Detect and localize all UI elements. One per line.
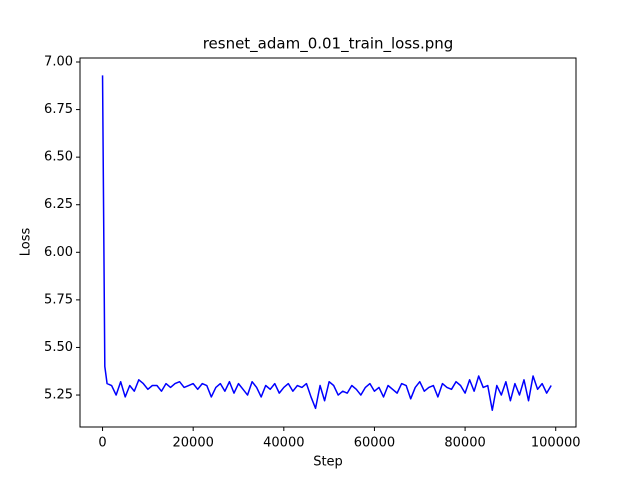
x-tick-label: 40000 (263, 436, 304, 451)
y-tick-label: 7.00 (44, 54, 73, 69)
y-tick-label: 6.00 (44, 245, 73, 260)
loss-line (101, 75, 552, 411)
y-tick-label: 5.75 (44, 292, 73, 307)
y-tick-label: 5.25 (44, 388, 73, 403)
y-tick-label: 5.50 (44, 340, 73, 355)
y-tick-label: 6.75 (44, 102, 73, 117)
x-tick-label: 60000 (354, 436, 395, 451)
axes-frame (79, 57, 577, 428)
y-tick-label: 6.50 (44, 150, 73, 165)
x-tick-label: 80000 (444, 436, 485, 451)
x-tick-label: 0 (98, 436, 106, 451)
chart-title: resnet_adam_0.01_train_loss.png (203, 35, 454, 54)
x-tick-label: 20000 (173, 436, 214, 451)
x-axis-label: Step (313, 455, 343, 470)
y-tick-label: 6.25 (44, 197, 73, 212)
y-axis-label: Loss (19, 228, 34, 257)
x-tick-label: 100000 (531, 436, 581, 451)
